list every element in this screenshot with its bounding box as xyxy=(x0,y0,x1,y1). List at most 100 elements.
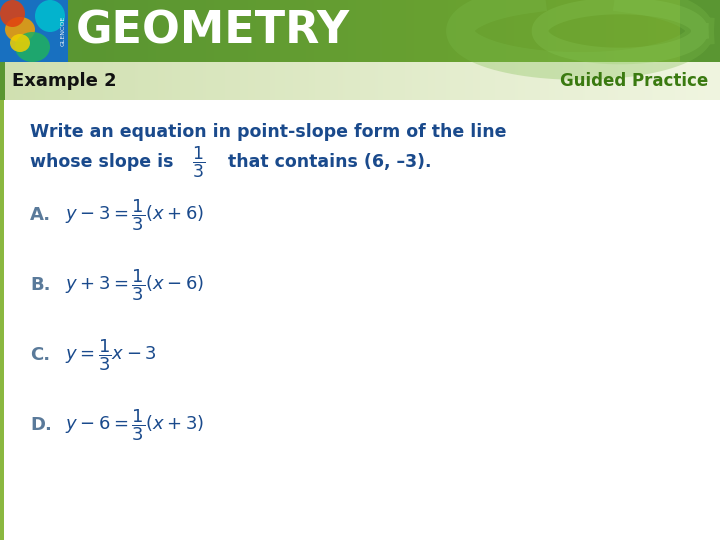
Bar xyxy=(199,62,200,100)
Bar xyxy=(583,62,584,100)
Bar xyxy=(684,62,685,100)
Bar xyxy=(374,62,375,100)
Ellipse shape xyxy=(5,17,35,42)
Bar xyxy=(527,62,528,100)
Bar xyxy=(224,62,225,100)
Bar xyxy=(16,62,17,100)
Bar xyxy=(708,62,709,100)
Bar xyxy=(325,62,326,100)
Bar xyxy=(613,62,614,100)
Bar xyxy=(203,62,204,100)
Bar xyxy=(476,0,478,62)
Bar xyxy=(601,62,602,100)
Bar xyxy=(268,62,269,100)
Bar xyxy=(213,62,214,100)
Bar xyxy=(549,62,550,100)
Bar xyxy=(406,0,408,62)
Bar xyxy=(520,62,521,100)
Bar xyxy=(382,62,383,100)
Bar xyxy=(244,0,246,62)
Bar xyxy=(633,62,634,100)
Bar xyxy=(628,0,630,62)
Bar xyxy=(140,62,141,100)
Bar xyxy=(360,0,362,62)
Bar xyxy=(478,62,479,100)
Bar xyxy=(330,62,331,100)
Bar xyxy=(502,62,503,100)
Bar xyxy=(135,62,136,100)
Bar xyxy=(480,0,482,62)
Bar xyxy=(57,62,58,100)
Bar xyxy=(6,62,7,100)
Bar xyxy=(241,62,242,100)
Bar xyxy=(349,62,350,100)
Bar xyxy=(288,0,290,62)
Bar xyxy=(161,62,162,100)
Bar xyxy=(212,0,214,62)
Bar xyxy=(8,62,9,100)
Bar xyxy=(464,62,465,100)
Bar xyxy=(486,62,487,100)
Bar xyxy=(568,0,570,62)
Bar xyxy=(636,0,638,62)
Bar xyxy=(119,62,120,100)
Bar xyxy=(289,62,290,100)
Bar xyxy=(609,62,610,100)
Bar xyxy=(518,62,519,100)
Bar xyxy=(218,0,220,62)
Bar xyxy=(352,0,354,62)
Bar xyxy=(468,62,469,100)
Bar xyxy=(52,62,53,100)
Bar xyxy=(540,62,541,100)
Bar xyxy=(362,62,363,100)
Bar xyxy=(535,62,536,100)
Bar xyxy=(376,0,378,62)
Bar xyxy=(463,62,464,100)
Bar xyxy=(267,62,268,100)
Bar xyxy=(150,0,152,62)
Bar xyxy=(566,62,567,100)
Bar xyxy=(342,62,343,100)
Bar xyxy=(422,0,424,62)
Bar xyxy=(703,62,704,100)
Bar xyxy=(578,0,580,62)
Bar xyxy=(68,62,69,100)
Bar xyxy=(278,0,280,62)
Bar xyxy=(308,62,309,100)
Bar xyxy=(158,62,159,100)
Bar xyxy=(649,62,650,100)
Bar xyxy=(715,62,716,100)
Bar xyxy=(275,62,276,100)
Bar xyxy=(660,0,662,62)
Bar xyxy=(335,62,336,100)
Bar xyxy=(368,0,370,62)
Bar xyxy=(182,0,184,62)
Bar xyxy=(300,0,302,62)
Bar xyxy=(336,62,337,100)
Bar xyxy=(368,62,369,100)
Bar xyxy=(122,62,123,100)
Bar xyxy=(524,62,525,100)
Bar xyxy=(673,62,674,100)
Bar xyxy=(244,62,245,100)
Bar xyxy=(644,62,645,100)
Bar xyxy=(620,62,621,100)
Bar xyxy=(234,0,236,62)
Bar xyxy=(67,62,68,100)
Bar xyxy=(426,0,428,62)
Bar xyxy=(424,62,425,100)
Bar xyxy=(176,62,177,100)
Bar xyxy=(279,62,280,100)
Bar xyxy=(137,62,138,100)
Bar xyxy=(588,62,589,100)
Bar xyxy=(490,0,492,62)
Bar xyxy=(348,62,349,100)
Bar xyxy=(450,62,451,100)
Bar xyxy=(640,62,641,100)
Bar xyxy=(372,0,374,62)
Bar xyxy=(556,62,557,100)
Bar xyxy=(30,62,31,100)
Bar xyxy=(14,62,15,100)
Bar xyxy=(528,62,529,100)
Bar xyxy=(17,62,18,100)
